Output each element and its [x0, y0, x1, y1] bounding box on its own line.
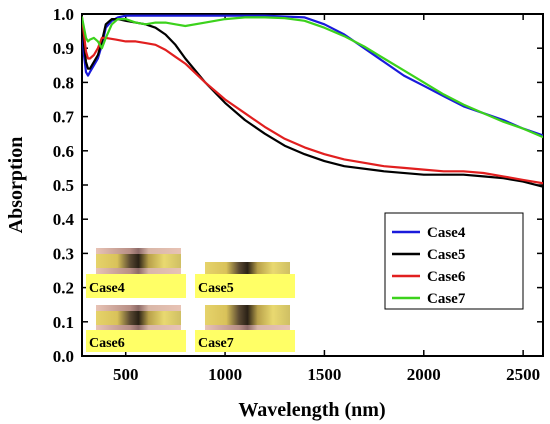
y-tick-label: 0.3	[53, 244, 74, 263]
legend-label-case4: Case4	[427, 225, 466, 241]
y-tick-label: 0.9	[53, 39, 74, 58]
x-tick-label: 2000	[407, 365, 441, 384]
inset-label-case4: Case4	[89, 281, 125, 296]
legend-label-case6: Case6	[427, 269, 466, 285]
inset-case5: Case5	[195, 262, 295, 298]
y-tick-label: 0.8	[53, 73, 74, 92]
y-tick-label: 0.0	[53, 347, 74, 366]
legend-label-case7: Case7	[427, 291, 466, 307]
y-tick-label: 0.7	[53, 108, 75, 127]
y-tick-label: 0.1	[53, 313, 74, 332]
y-tick-label: 0.6	[53, 142, 74, 161]
x-tick-label: 1500	[307, 365, 341, 384]
y-tick-label: 0.2	[53, 279, 74, 298]
y-tick-label: 0.5	[53, 176, 74, 195]
inset-label-case6: Case6	[89, 336, 125, 351]
x-tick-label: 500	[113, 365, 139, 384]
inset-case4: Case4	[86, 248, 186, 298]
y-axis-title: Absorption	[5, 137, 27, 234]
x-tick-label: 1000	[208, 365, 242, 384]
legend-label-case5: Case5	[427, 247, 465, 263]
legend: Case4 Case5 Case6 Case7	[385, 213, 523, 309]
inset-case7: Case7	[195, 305, 295, 352]
x-tick-label: 2500	[506, 365, 540, 384]
inset-label-case7: Case7	[198, 336, 234, 351]
y-tick-label: 0.4	[53, 210, 75, 229]
y-tick-label: 1.0	[53, 5, 74, 24]
x-axis-title: Wavelength (nm)	[238, 399, 385, 421]
inset-case6: Case6	[86, 305, 186, 352]
inset-label-case5: Case5	[198, 281, 234, 296]
